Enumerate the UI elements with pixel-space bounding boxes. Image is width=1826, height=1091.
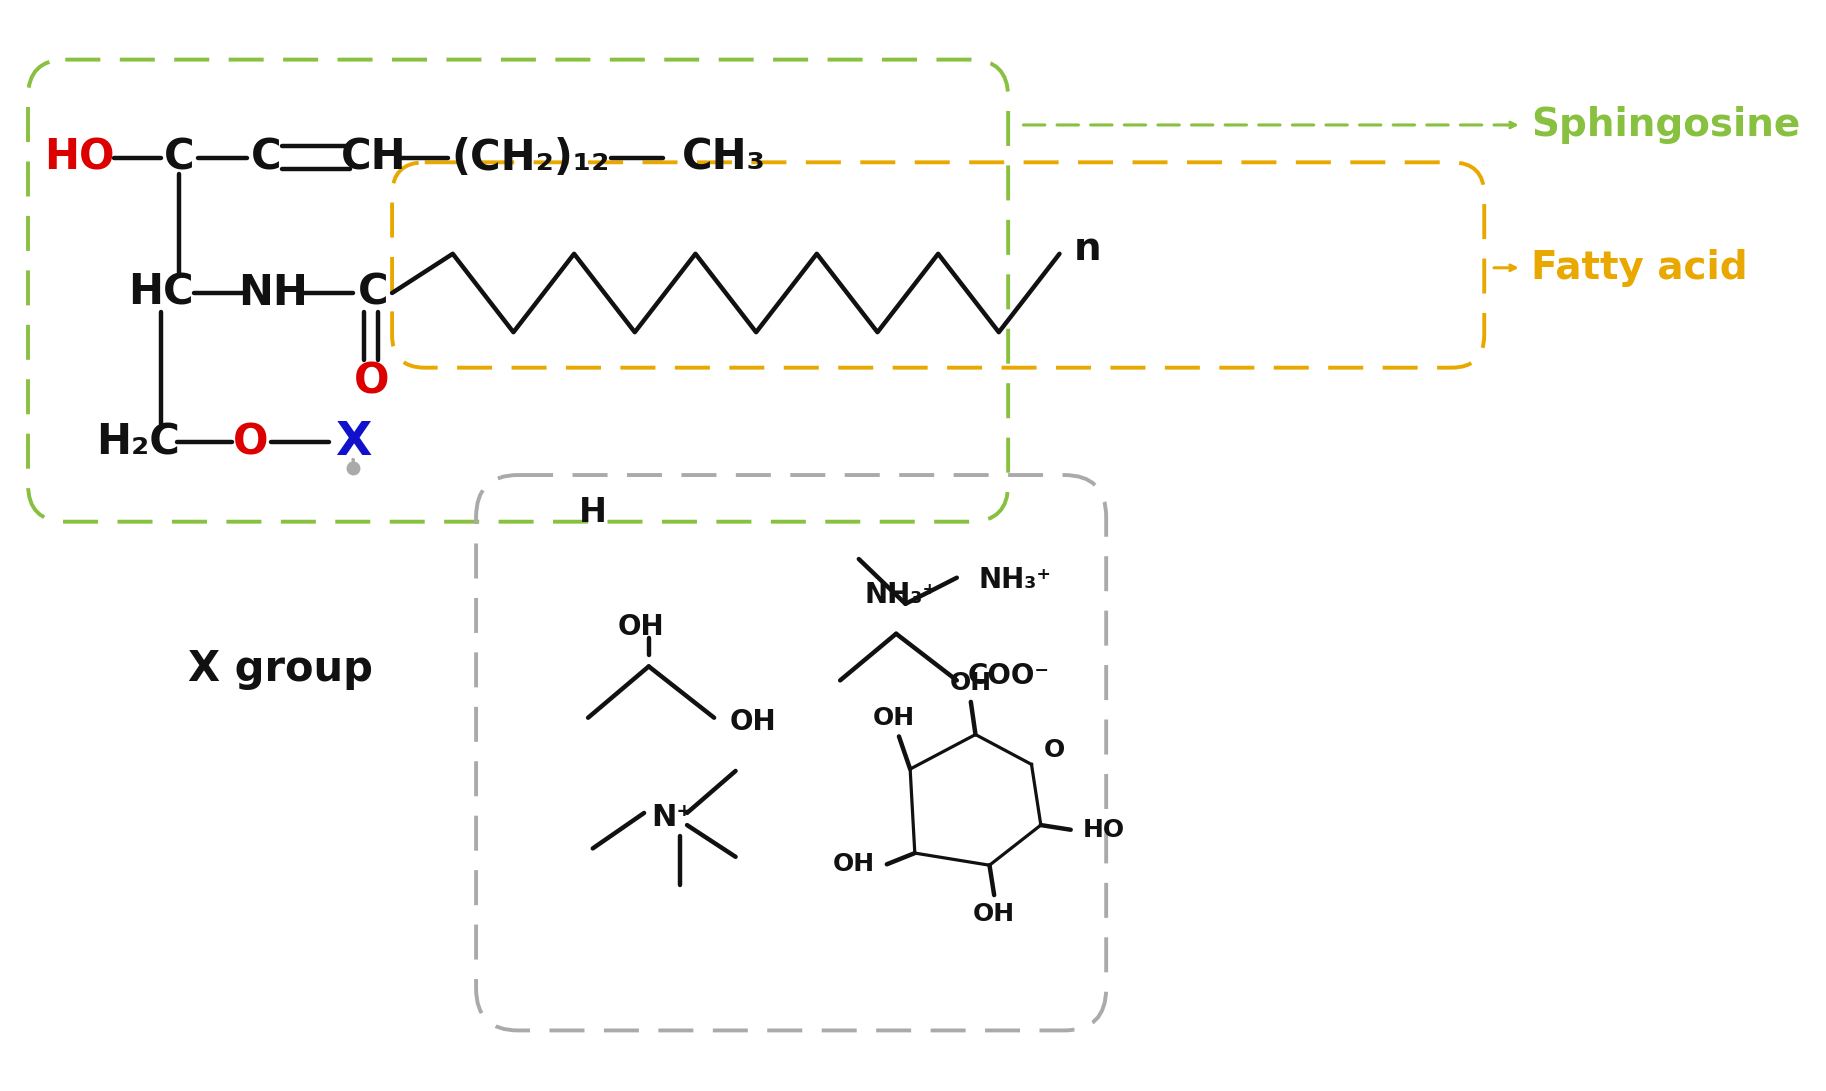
Text: OH: OH <box>617 613 665 642</box>
Text: X group: X group <box>188 648 373 691</box>
Text: N⁺: N⁺ <box>652 803 692 832</box>
Text: O: O <box>354 361 389 403</box>
Text: OH: OH <box>973 902 1015 926</box>
Text: H: H <box>579 496 606 529</box>
Text: Sphingosine: Sphingosine <box>1530 106 1800 144</box>
Text: NH: NH <box>237 272 307 314</box>
Text: OH: OH <box>833 852 875 876</box>
Text: C: C <box>250 136 281 179</box>
Text: CH: CH <box>341 136 405 179</box>
Text: OH: OH <box>950 671 992 695</box>
Text: NH₃⁺: NH₃⁺ <box>979 565 1052 594</box>
Text: O: O <box>1044 739 1065 763</box>
Text: X: X <box>334 420 371 465</box>
Text: C: C <box>358 272 389 314</box>
Text: H₂C: H₂C <box>97 421 181 464</box>
Text: HO: HO <box>44 136 115 179</box>
Text: OH: OH <box>730 708 776 736</box>
Text: Fatty acid: Fatty acid <box>1530 249 1747 287</box>
Text: n: n <box>1074 230 1101 268</box>
Text: C: C <box>164 136 195 179</box>
Text: HO: HO <box>1083 818 1125 842</box>
Text: NH₃⁺: NH₃⁺ <box>864 580 937 609</box>
Text: O: O <box>232 421 268 464</box>
Text: OH: OH <box>873 706 915 730</box>
Text: CH₃: CH₃ <box>681 136 765 179</box>
Text: HC: HC <box>128 272 194 314</box>
Text: (CH₂)₁₂: (CH₂)₁₂ <box>451 136 610 179</box>
Text: COO⁻: COO⁻ <box>968 662 1050 690</box>
